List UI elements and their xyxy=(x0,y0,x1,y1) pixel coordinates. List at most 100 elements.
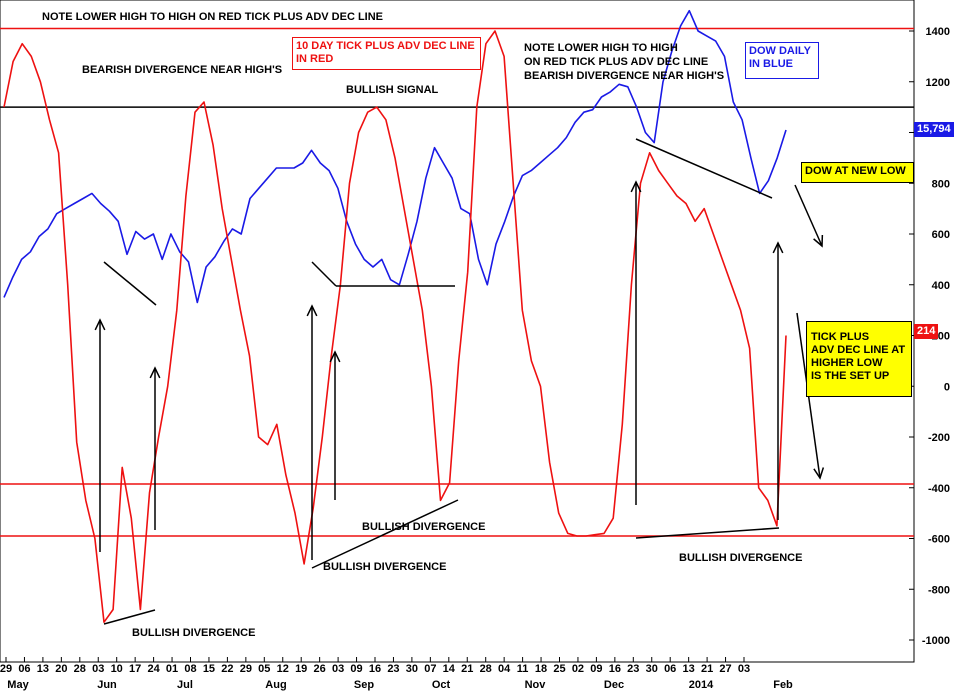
y-tick-label-12: -1000 xyxy=(922,635,950,647)
arrow-head-7 xyxy=(813,467,825,480)
y-tick-label-5: 400 xyxy=(932,280,950,292)
x-tick-label-12: 22 xyxy=(221,663,233,675)
x-tick-label-4: 28 xyxy=(74,663,86,675)
dow-last-value: 15,794 xyxy=(914,122,954,137)
arrow-head-4 xyxy=(630,180,642,193)
y-tick-label-11: -800 xyxy=(928,584,950,596)
x-tick-label-22: 30 xyxy=(406,663,418,675)
y-tick-label-10: -600 xyxy=(928,534,950,546)
x-tick-label-39: 27 xyxy=(719,663,731,675)
tick-line-legend: 10 DAY TICK PLUS ADV DEC LINE IN RED xyxy=(292,37,481,70)
x-tick-label-17: 26 xyxy=(314,663,326,675)
x-tick-label-29: 18 xyxy=(535,663,547,675)
x-tick-label-27: 04 xyxy=(498,663,511,675)
x-tick-label-20: 16 xyxy=(369,663,381,675)
arrow-head-6 xyxy=(813,234,824,248)
setup-note-4: IS THE SET UP xyxy=(811,370,890,382)
x-tick-label-24: 14 xyxy=(443,663,456,675)
tick-line-legend-2: IN RED xyxy=(296,53,334,65)
arrow-head-0 xyxy=(94,318,106,331)
x-month-2: Jul xyxy=(177,679,193,691)
x-month-5: Oct xyxy=(432,679,451,691)
note-right-3: BEARISH DIVERGENCE NEAR HIGH'S xyxy=(524,70,724,82)
setup-note-1: TICK PLUS xyxy=(811,331,870,343)
dow-legend: DOW DAILY IN BLUE xyxy=(745,42,819,79)
bullish-divergence-jun: BULLISH DIVERGENCE xyxy=(132,627,255,639)
x-month-3: Aug xyxy=(265,679,286,691)
series-lines xyxy=(3,9,787,624)
arrow-6 xyxy=(794,184,824,248)
x-tick-label-23: 07 xyxy=(424,663,436,675)
x-tick-label-5: 03 xyxy=(92,663,104,675)
arrow-head-1 xyxy=(149,366,161,379)
x-month-4: Sep xyxy=(354,679,374,691)
trend-line-3 xyxy=(103,609,156,625)
x-tick-label-31: 02 xyxy=(572,663,584,675)
x-tick-label-16: 19 xyxy=(295,663,307,675)
x-tick-label-1: 06 xyxy=(18,663,30,675)
x-tick-label-37: 13 xyxy=(683,663,695,675)
x-tick-label-10: 08 xyxy=(184,663,196,675)
x-tick-label-26: 28 xyxy=(480,663,492,675)
x-tick-label-38: 21 xyxy=(701,663,713,675)
x-tick-label-3: 20 xyxy=(55,663,67,675)
x-month-9: Feb xyxy=(773,679,793,691)
note-right-1: NOTE LOWER HIGH TO HIGH xyxy=(524,42,678,54)
x-tick-label-19: 09 xyxy=(350,663,362,675)
x-axis: 29 06 13 20 28 03 10 17 24 01 08 15 22 29 05 12 19 26 03 09… xyxy=(0,657,793,691)
x-month-6: Nov xyxy=(525,679,547,691)
setup-note-2: ADV DEC LINE AT xyxy=(811,344,906,356)
trend-line-6 xyxy=(635,138,773,199)
trend-line-4 xyxy=(311,499,459,569)
bullish-divergence-dec: BULLISH DIVERGENCE xyxy=(679,552,802,564)
setup-note: TICK PLUS ADV DEC LINE AT HIGHER LOW IS … xyxy=(806,321,912,397)
top-note: NOTE LOWER HIGH TO HIGH ON RED TICK PLUS… xyxy=(42,11,383,23)
arrow-head-5 xyxy=(772,241,784,254)
annotation-lines xyxy=(94,138,825,625)
y-tick-label-8: -200 xyxy=(928,432,950,444)
y-tick-label-1: 1200 xyxy=(926,77,950,89)
y-tick-label-7: 0 xyxy=(944,381,950,393)
dow-legend-1: DOW DAILY xyxy=(749,45,811,57)
setup-note-3: HIGHER LOW xyxy=(811,357,883,369)
trend-line-0 xyxy=(103,261,157,306)
arrow-head-3 xyxy=(329,350,341,363)
x-tick-label-25: 21 xyxy=(461,663,473,675)
bullish-signal-label: BULLISH SIGNAL xyxy=(346,84,439,96)
y-tick-label-0: 1400 xyxy=(926,26,950,38)
x-tick-label-33: 16 xyxy=(609,663,621,675)
x-month-1: Jun xyxy=(97,679,117,691)
y-axis: 1400120010008006004002000-200-400-600-80… xyxy=(909,26,950,647)
dow-legend-2: IN BLUE xyxy=(749,58,793,70)
x-tick-label-30: 25 xyxy=(553,663,565,675)
x-tick-label-9: 01 xyxy=(166,663,178,675)
y-tick-label-9: -400 xyxy=(928,483,950,495)
trend-line-5 xyxy=(635,527,780,539)
x-tick-label-21: 23 xyxy=(387,663,399,675)
x-month-8: 2014 xyxy=(689,679,714,691)
x-tick-label-6: 10 xyxy=(111,663,123,675)
dow-new-low-note: DOW AT NEW LOW xyxy=(801,162,914,183)
x-tick-label-28: 11 xyxy=(517,663,529,675)
bullish-divergence-aug: BULLISH DIVERGENCE xyxy=(323,561,446,573)
x-tick-label-36: 06 xyxy=(664,663,676,675)
x-tick-label-11: 15 xyxy=(203,663,215,675)
arrow-5 xyxy=(772,241,784,520)
x-tick-label-40: 03 xyxy=(738,663,750,675)
arrow-head-2 xyxy=(306,304,318,317)
bullish-divergence-sep: BULLISH DIVERGENCE xyxy=(362,521,485,533)
x-tick-label-2: 13 xyxy=(37,663,49,675)
tick-last-value: 214 xyxy=(914,324,939,339)
bearish-left-label: BEARISH DIVERGENCE NEAR HIGH'S xyxy=(82,64,282,76)
series-line-0 xyxy=(3,9,787,304)
arrow-4 xyxy=(630,180,642,505)
x-tick-label-13: 29 xyxy=(240,663,252,675)
x-tick-label-8: 24 xyxy=(147,663,160,675)
horizontal-levels xyxy=(0,27,914,537)
plot-area xyxy=(0,0,915,663)
y-tick-label-3: 800 xyxy=(932,178,950,190)
arrow-1 xyxy=(149,366,161,530)
x-tick-label-7: 17 xyxy=(129,663,141,675)
arrow-3 xyxy=(329,350,341,500)
